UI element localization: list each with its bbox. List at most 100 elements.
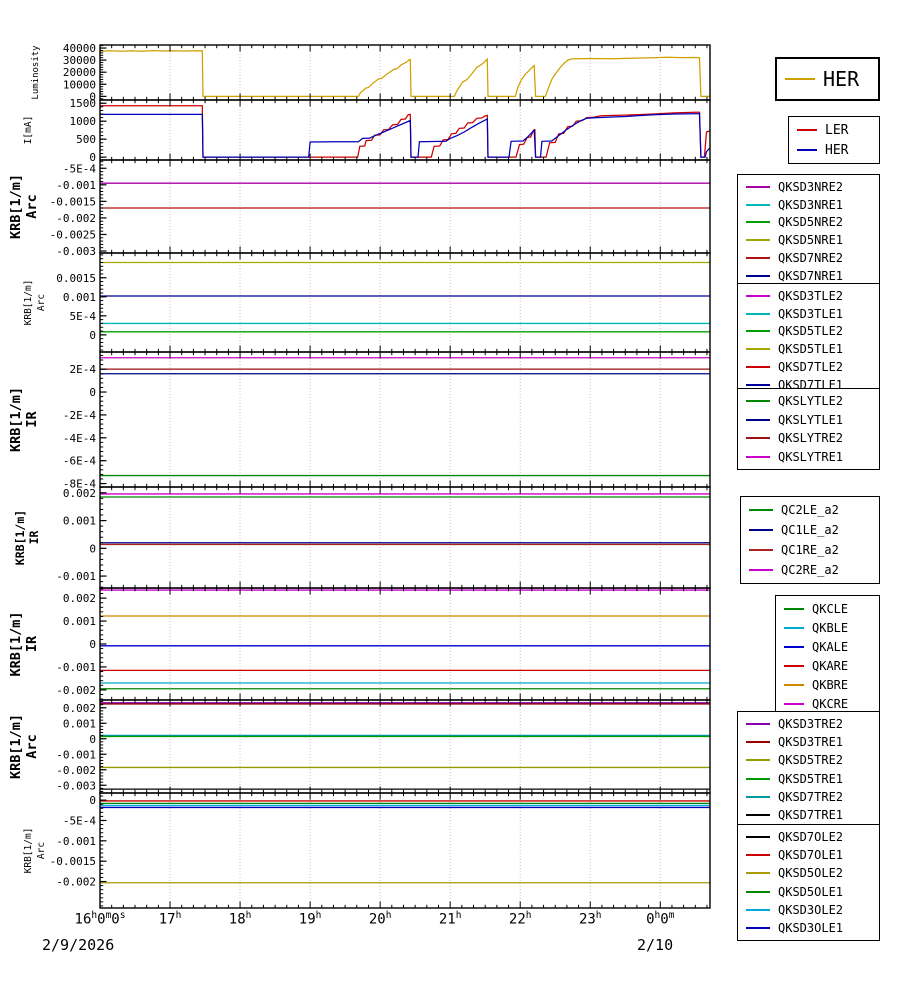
y-tick-label: -0.002 (56, 684, 96, 697)
legend-entry-QKCRE: QKCRE (776, 694, 879, 713)
legend-entry-QKSD7OLE1: QKSD7OLE1 (738, 846, 879, 864)
legend-entry-QKALE: QKALE (776, 637, 879, 656)
y-tick-label: -0.001 (56, 748, 96, 761)
y-tick-label: 0.001 (63, 615, 96, 628)
legend-label: HER (825, 142, 849, 158)
legend-entry-QKSD7NRE1: QKSD7NRE1 (738, 267, 879, 285)
legend-line-swatch (746, 330, 770, 333)
series-LER (100, 105, 710, 158)
legend-entry-QKSD3TLE2: QKSD3TLE2 (738, 287, 879, 305)
x-ticks (99, 700, 708, 793)
y-tick-label: 0 (89, 794, 96, 807)
x-tick-label: 19h (298, 910, 322, 928)
legend-label: QKSD7OLE1 (778, 848, 844, 863)
legend-line-swatch (797, 129, 817, 131)
y-tick-label: 1000 (70, 115, 97, 128)
legend-line-swatch (746, 741, 770, 744)
legend-line-swatch (746, 294, 770, 297)
x-tick-label: 23h (578, 910, 602, 928)
y-tick-label: -0.0015 (50, 195, 96, 208)
legend-entry-QKSD3OLE1: QKSD3OLE1 (738, 919, 879, 937)
legend-entry-QKSLYTRE2: QKSLYTRE2 (738, 429, 879, 448)
y-ticks: 0.0015 0.001 5E-4 0 (56, 254, 107, 351)
x-ticks (99, 45, 708, 100)
y-tick-label: 0 (89, 733, 96, 746)
legend-label: QKSD3OLE2 (778, 902, 844, 917)
y-axis-subtitle: IR (24, 411, 40, 428)
legend-entry-QKSD7TRE1: QKSD7TRE1 (738, 806, 879, 824)
panel-frame (99, 99, 711, 161)
legend-entry-QKSD7OLE2: QKSD7OLE2 (738, 828, 879, 846)
y-tick-label: -0.002 (56, 876, 96, 889)
legend-entry-QKSD3TLE1: QKSD3TLE1 (738, 305, 879, 323)
legend-line-swatch (746, 257, 770, 260)
legend-entry-QKSD3NRE1: QKSD3NRE1 (738, 196, 879, 214)
legend-entry-QKSD7NRE2: QKSD7NRE2 (738, 249, 879, 267)
legend-line-swatch (746, 872, 770, 875)
y-tick-label: 0.001 (63, 515, 96, 528)
legend-label: QKSD5NRE1 (778, 233, 844, 248)
legend-line-swatch (746, 927, 770, 930)
legend-label: QC2LE_a2 (781, 503, 839, 517)
series-HER (100, 49, 710, 98)
legend-label: QC1LE_a2 (781, 523, 839, 537)
legend-line-swatch (749, 569, 773, 571)
legend-krb-arc-nre: QKSD3NRE2 QKSD3NRE1 QKSD5NRE2 QKSD5NRE1 QKSD… (737, 174, 880, 289)
legend-label: QKSD3NRE2 (778, 179, 844, 194)
legend-entry-QKSD5TRE1: QKSD5TRE1 (738, 770, 879, 788)
legend-entry-QKSLYTRE1: QKSLYTRE1 (738, 448, 879, 467)
legend-line-swatch (746, 221, 770, 224)
legend-entry-QKARE: QKARE (776, 656, 879, 675)
y-ticks: -5E-4 -0.001 -0.0015 -0.002 -0.0025 -0.003 (50, 161, 107, 258)
legend-line-swatch (746, 239, 770, 242)
legend-line-swatch (746, 418, 770, 421)
panel-frame (99, 159, 711, 254)
legend-label: QKSD7OLE2 (778, 830, 844, 845)
x-ticks (99, 793, 708, 908)
legend-line-swatch (746, 400, 770, 403)
panel-beam-current: 1500 1000 500 0 I[mA] (23, 97, 711, 164)
legend-line-swatch (749, 529, 773, 531)
y-tick-label: -4E-4 (63, 432, 96, 445)
y-ticks: 0.002 0.001 0 -0.001 -0.002 (56, 588, 107, 700)
legend-krb-arc-tre: QKSD3TRE2 QKSD3TRE1 QKSD5TRE2 QKSD5TRE1 QKSD… (737, 711, 880, 829)
series-HER (100, 113, 710, 158)
legend-entry-QKSD3TRE2: QKSD3TRE2 (738, 715, 879, 733)
legend-entry-QKSD3TRE1: QKSD3TRE1 (738, 733, 879, 751)
y-tick-label: 0.002 (63, 592, 96, 605)
legend-label: QKSD3TLE2 (778, 288, 844, 303)
y-tick-label: 500 (76, 133, 96, 146)
panel-frame (99, 486, 711, 589)
y-ticks: 1500 1000 500 0 (70, 97, 107, 164)
legend-label: QKSD3TLE1 (778, 306, 844, 321)
legend-entry-QKSD5TLE1: QKSD5TLE1 (738, 340, 879, 358)
y-tick-label: 30000 (63, 54, 96, 67)
panel-krb-ir-qk: 0.002 0.001 0 -0.001 -0.002 KRB[1/m] IR (8, 587, 711, 701)
legend-label: QC1RE_a2 (781, 543, 839, 557)
legend-line-swatch (746, 795, 770, 798)
legend-label: HER (823, 67, 860, 91)
legend-line-swatch (746, 312, 770, 315)
legend-line-swatch (749, 549, 773, 551)
y-axis-title: KRB[1/m] (8, 714, 24, 779)
y-axis-subtitle: IR (27, 531, 41, 545)
date-right-label: 2/10 (637, 936, 674, 954)
legend-line-swatch (746, 854, 770, 857)
y-axis-title: KRB[1/m] (8, 611, 24, 676)
y-axis-subtitle: Arc (24, 194, 40, 218)
legend-label: QKSD7TRE1 (778, 808, 844, 823)
y-axis-title: Luminosity (31, 45, 41, 100)
legend-line-swatch (785, 78, 815, 80)
panel-frame (99, 699, 711, 794)
y-axis-title: KRB[1/m] (23, 828, 34, 874)
legend-label: QKBLE (812, 620, 849, 635)
legend-label: QKSD5OLE2 (778, 866, 844, 881)
x-ticks (99, 160, 708, 253)
y-tick-label: 10000 (63, 78, 96, 91)
legend-line-swatch (746, 348, 770, 351)
y-axis-title: KRB[1/m] (23, 280, 34, 326)
legend-entry-QKSD5OLE2: QKSD5OLE2 (738, 864, 879, 882)
legend-entry-QKSD5NRE2: QKSD5NRE2 (738, 214, 879, 232)
